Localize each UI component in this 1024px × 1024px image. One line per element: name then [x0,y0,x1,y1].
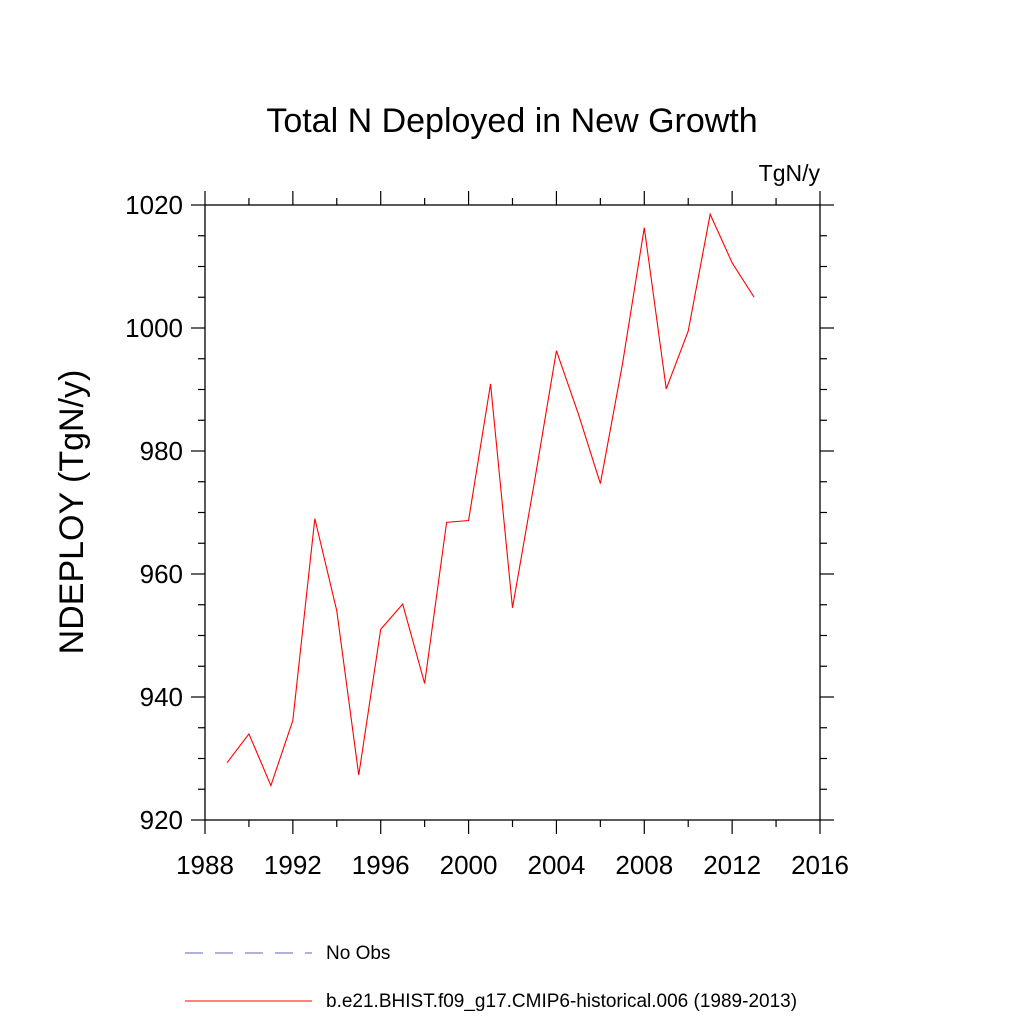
y-tick-label: 940 [140,682,183,712]
y-tick-label: 1000 [125,313,183,343]
y-tick-label: 960 [140,559,183,589]
y-tick-label: 920 [140,805,183,835]
y-axis-ticks: 920 940 960 980 1000 1020 [125,190,834,835]
y-axis-label: NDEPLOY (TgN/y) [53,370,91,655]
y-tick-label: 1020 [125,190,183,220]
x-tick-label: 2000 [440,850,498,880]
plot-area: 1988 1992 1996 2000 2004 2008 2012 2016 9209409… [125,190,849,880]
legend-label-series: b.e21.BHIST.f09_g17.CMIP6-historical.006… [326,991,797,1012]
chart-title: Total N Deployed in New Growth [266,102,757,140]
x-tick-label: 2016 [791,850,849,880]
x-tick-label: 2012 [703,850,761,880]
series-line [226,212,755,788]
legend: No Obs b.e21.BHIST.f09_g17.CMIP6-histori… [185,943,797,1012]
x-tick-label: 2004 [528,850,586,880]
plot-frame [204,204,821,821]
y-tick-label: 980 [140,436,183,466]
x-tick-label: 1996 [352,850,410,880]
legend-label-no-obs: No Obs [326,943,390,964]
series-layer [226,212,755,788]
x-tick-label: 1992 [264,850,322,880]
x-tick-label: 1988 [176,850,234,880]
x-tick-label: 2008 [615,850,673,880]
units-label: TgN/y [759,160,821,186]
x-axis-ticks: 1988 1992 1996 2000 2004 2008 2012 2016 [176,191,849,880]
